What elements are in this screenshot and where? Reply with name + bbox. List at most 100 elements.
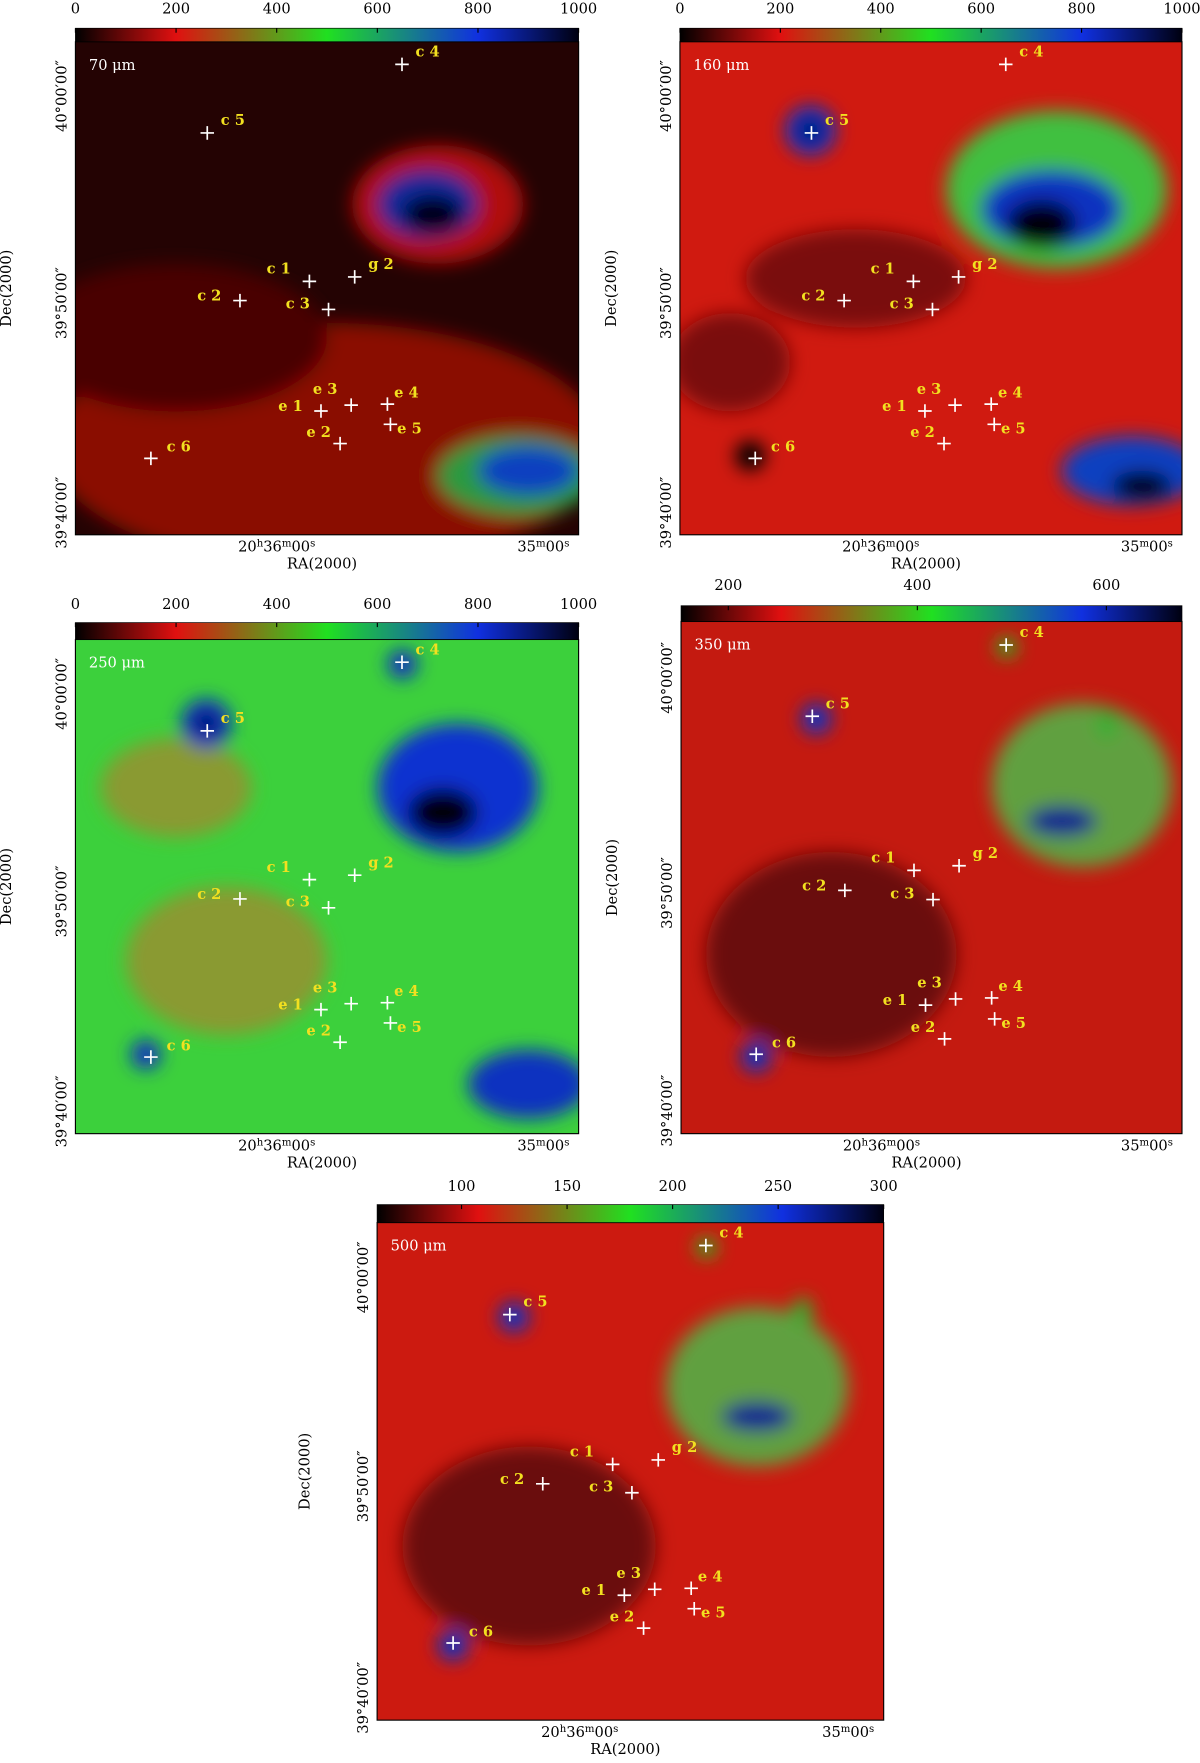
- wavelength-label: 500 μm: [391, 1238, 447, 1255]
- source-marker: [233, 892, 247, 906]
- source-marker: [144, 1050, 158, 1064]
- map-structures: [402, 1237, 849, 1661]
- source-marker: [906, 274, 921, 289]
- map-image: [681, 621, 1182, 1134]
- map-structures: [679, 105, 1182, 506]
- source-label: c 3: [286, 894, 310, 911]
- source-label: e 1: [882, 398, 907, 415]
- colorbar-tick-label: 600: [363, 596, 391, 613]
- source-marker: [651, 1453, 666, 1467]
- source-marker: [984, 397, 998, 411]
- source-marker: [804, 126, 819, 140]
- dec-axis-label: Dec(2000): [297, 1433, 314, 1510]
- source-marker: [748, 451, 762, 466]
- colorbar-tick-label: 250: [764, 1178, 792, 1195]
- emission: [792, 1297, 813, 1328]
- colorbar-tick-label: 200: [659, 1178, 687, 1195]
- colorbar-tick-label: 800: [464, 1, 492, 18]
- panel: 200 400 600 350 μm c 4 c 5 c 1 g 2 c 2 c 3 e 1 e 3 e…: [604, 577, 1183, 1171]
- emission: [100, 738, 252, 838]
- source-label: c 4: [416, 44, 440, 61]
- source-marker: [699, 1238, 713, 1253]
- wavelength-label: 250 μm: [89, 655, 145, 672]
- dec-tick-label: 40°00′00″: [658, 59, 675, 131]
- colorbar-tick-label: 400: [263, 596, 291, 613]
- emission: [75, 263, 327, 412]
- source-label: c 5: [826, 695, 850, 712]
- source-label: c 3: [890, 295, 914, 312]
- source-marker: [380, 995, 395, 1010]
- source-label: e 2: [610, 1608, 635, 1625]
- emission: [1026, 805, 1097, 837]
- ra-axis-label: RA(2000): [891, 1154, 961, 1171]
- dec-tick-label: 39°50′00″: [53, 267, 70, 339]
- source-label: e 1: [582, 1582, 607, 1599]
- wavelength-label: 350 μm: [695, 637, 751, 654]
- emission: [130, 1039, 161, 1070]
- ra-tick-label: 20h36m00s: [843, 1137, 920, 1154]
- ra-tick-label: 20h36m00s: [541, 1724, 618, 1742]
- source-marker: [907, 863, 921, 878]
- source-label: e 3: [313, 979, 338, 996]
- ra-tick-label: 20h36m00s: [238, 538, 315, 556]
- source-label: g 2: [972, 256, 998, 273]
- source-label: c 6: [167, 439, 191, 456]
- source-marker: [952, 859, 966, 873]
- source-label: c 5: [221, 112, 245, 129]
- colorbar-tick-label: 100: [448, 1178, 476, 1195]
- source-marker: [805, 709, 820, 723]
- map-image: [679, 41, 1182, 535]
- dec-tick-label: 39°40′00″: [53, 1075, 70, 1147]
- source-marker: [999, 57, 1013, 72]
- source-label: c 2: [801, 288, 825, 305]
- source-marker: [321, 901, 336, 915]
- ra-tick-label: 35m00s: [517, 538, 569, 556]
- source-label: e 1: [278, 997, 303, 1014]
- source-marker: [987, 417, 1001, 432]
- source-label: c 5: [221, 710, 245, 727]
- source-marker: [948, 398, 962, 412]
- source-label: g 2: [672, 1439, 698, 1456]
- emission: [407, 787, 478, 838]
- source-marker: [999, 638, 1013, 652]
- ra-tick-label: 35m00s: [822, 1724, 874, 1742]
- source-label: c 2: [802, 877, 826, 894]
- colorbar-tick-label: 0: [71, 1, 80, 18]
- dec-tick-label: 39°50′00″: [659, 856, 676, 928]
- source-label: e 3: [917, 975, 942, 992]
- source-marker: [446, 1636, 460, 1650]
- source-marker: [200, 724, 215, 738]
- source-label: c 4: [719, 1225, 743, 1242]
- source-label: c 4: [1020, 624, 1044, 641]
- dec-tick-label: 39°40′00″: [355, 1661, 372, 1733]
- source-label: c 1: [267, 260, 291, 277]
- source-marker: [347, 270, 362, 284]
- source-marker: [948, 992, 963, 1006]
- source-marker: [314, 404, 328, 418]
- colorbar-tick-label: 600: [363, 1, 391, 18]
- emission: [196, 713, 217, 734]
- source-label: e 3: [313, 381, 338, 398]
- emission: [679, 312, 791, 412]
- source-marker: [144, 451, 158, 466]
- source-marker: [302, 872, 317, 887]
- dec-axis-label: Dec(2000): [0, 250, 15, 327]
- colorbar-tick-label: 1000: [1163, 1, 1200, 18]
- ra-tick-label: 20h36m00s: [842, 538, 919, 556]
- source-marker: [383, 417, 398, 432]
- source-label: e 5: [1001, 420, 1026, 437]
- source-label: g 2: [368, 854, 394, 871]
- dec-tick-label: 39°50′00″: [355, 1450, 372, 1522]
- map-structures: [100, 649, 579, 1119]
- source-label: e 1: [278, 398, 303, 415]
- colorbar-tick-label: 800: [464, 596, 492, 613]
- source-label: c 1: [267, 859, 291, 876]
- source-marker: [951, 270, 966, 284]
- source-label: e 4: [998, 384, 1023, 401]
- source-marker: [395, 655, 409, 669]
- source-label: e 2: [910, 424, 935, 441]
- colorbar-tick-label: 400: [867, 1, 895, 18]
- source-label: e 2: [306, 1022, 331, 1039]
